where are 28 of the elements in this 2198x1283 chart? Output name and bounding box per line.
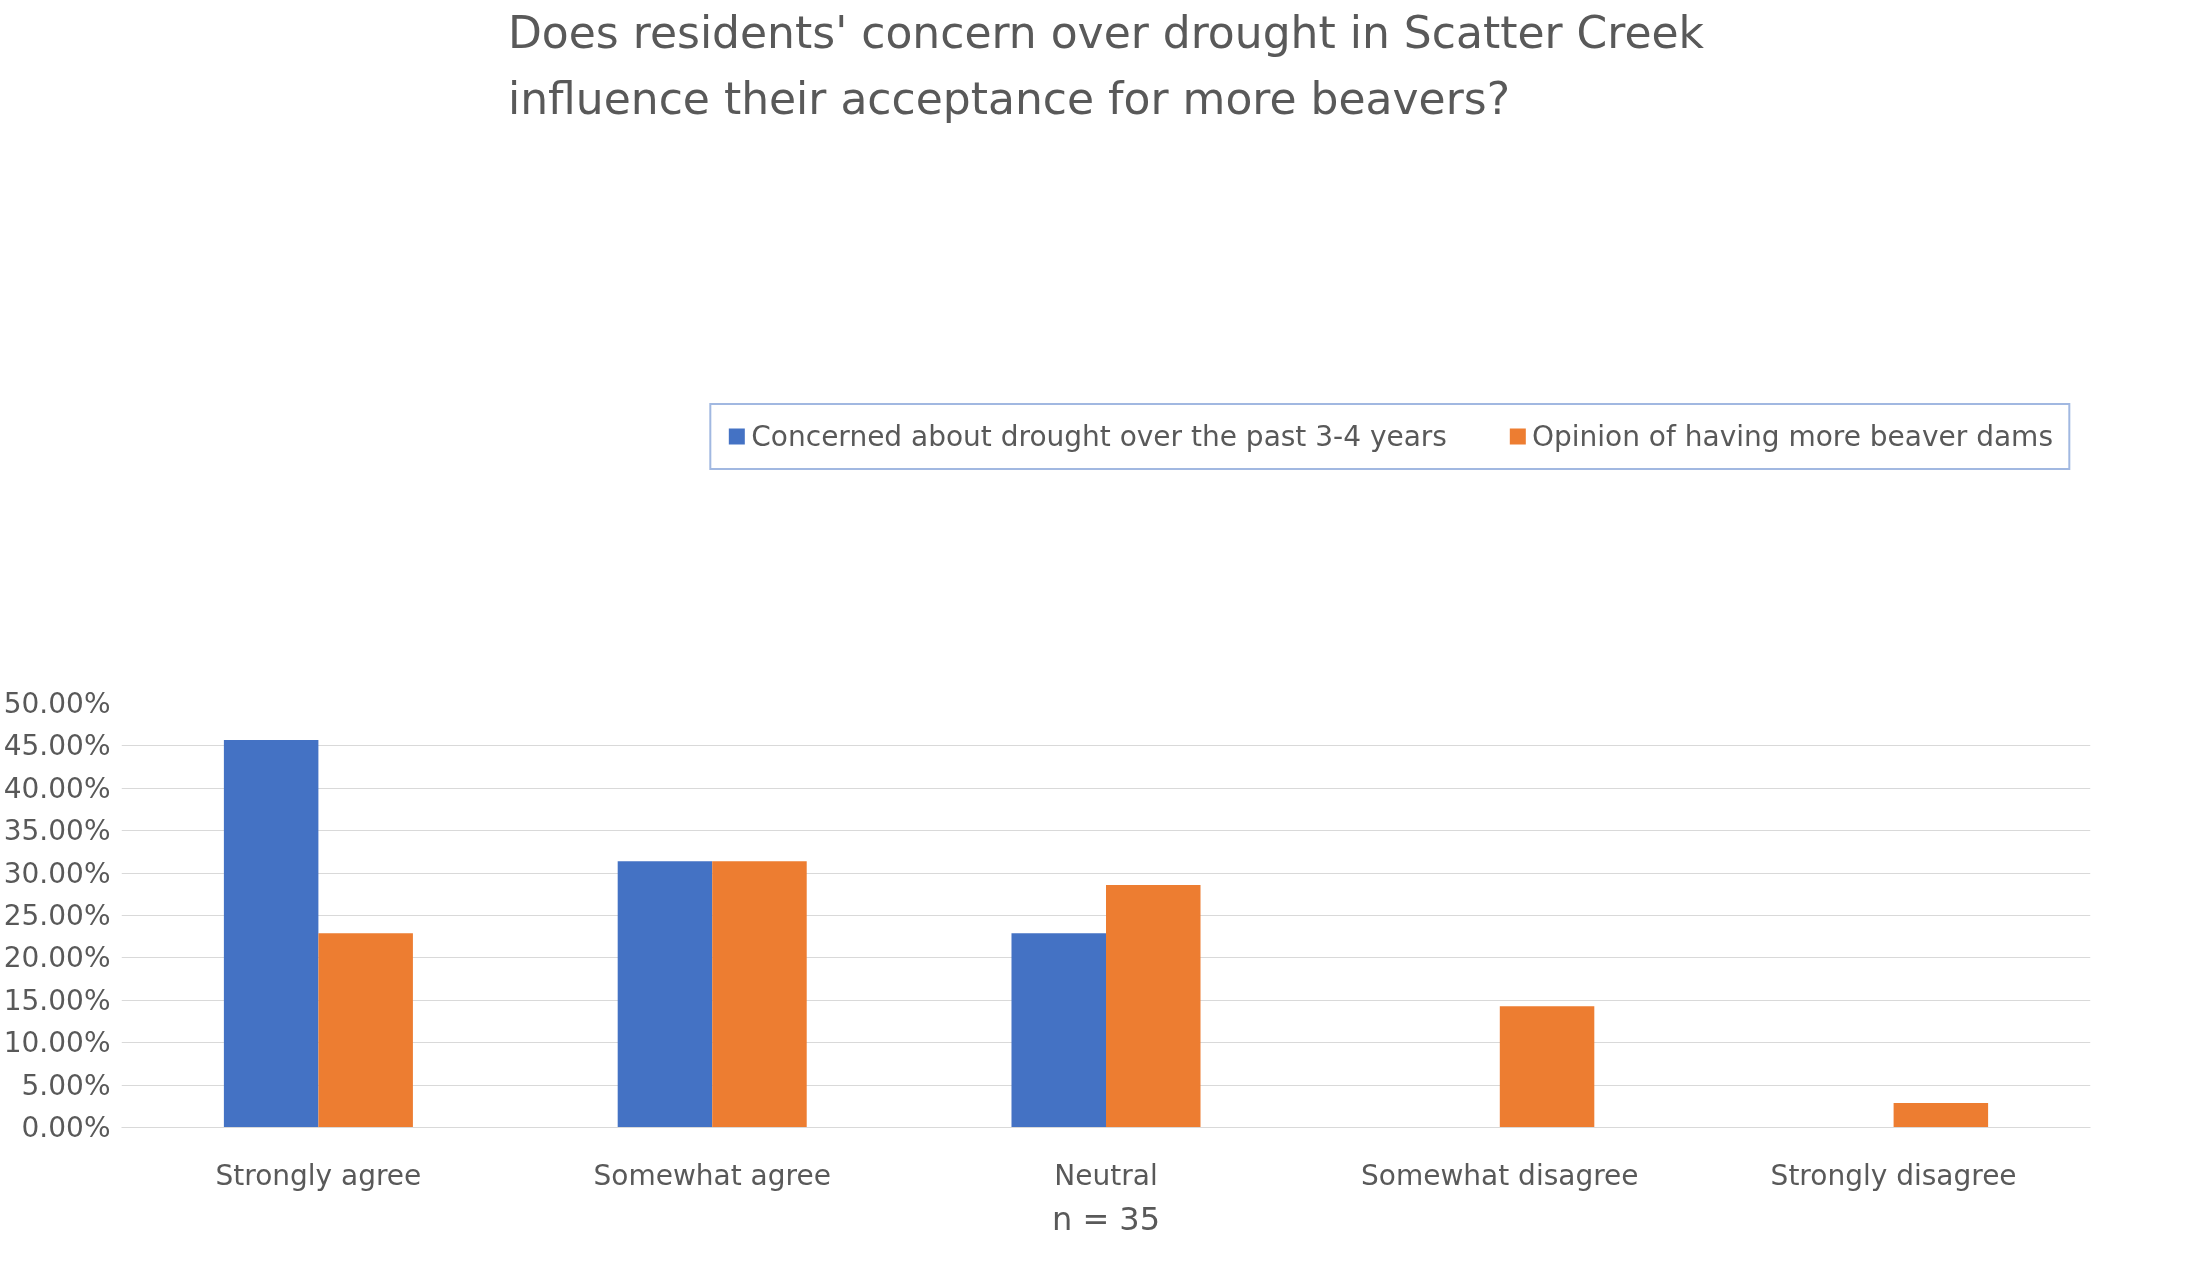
legend-label: Concerned about drought over the past 3-4 years [751,419,1447,453]
bar [712,861,807,1128]
x-tick-label: Neutral [1054,1158,1158,1192]
y-tick-label: 35.00% [3,814,111,848]
x-tick-label: Strongly disagree [1770,1158,2017,1192]
bar [1499,1006,1595,1128]
y-tick-label: 40.00% [3,771,111,805]
y-tick-label: 15.00% [3,983,111,1017]
y-tick-label: 30.00% [3,856,111,890]
x-tick-label: Somewhat disagree [1361,1158,1639,1192]
bar [223,739,319,1128]
legend-label: Opinion of having more beaver dams [1531,419,2053,453]
x-tick-label: Somewhat agree [593,1158,831,1192]
bar [1106,884,1201,1128]
y-tick-label: 50.00% [3,687,111,720]
chart-title: Does residents' concern over drought in Scatter Creek influence their acceptance for more beavers? [507,7,1705,125]
y-tick-label: 5.00% [21,1068,111,1102]
bar [318,933,413,1128]
y-tick-label: 45.00% [3,729,111,763]
bar [1011,933,1106,1128]
bar [1893,1102,1989,1128]
x-axis-title: n = 35 [1051,1199,1161,1238]
bar [617,861,713,1128]
x-tick-label: Strongly agree [215,1158,422,1192]
y-tick-label: 25.00% [3,899,111,932]
y-tick-label: 0.00% [21,1111,111,1144]
y-tick-label: 10.00% [3,1026,111,1060]
y-tick-label: 20.00% [3,941,111,975]
